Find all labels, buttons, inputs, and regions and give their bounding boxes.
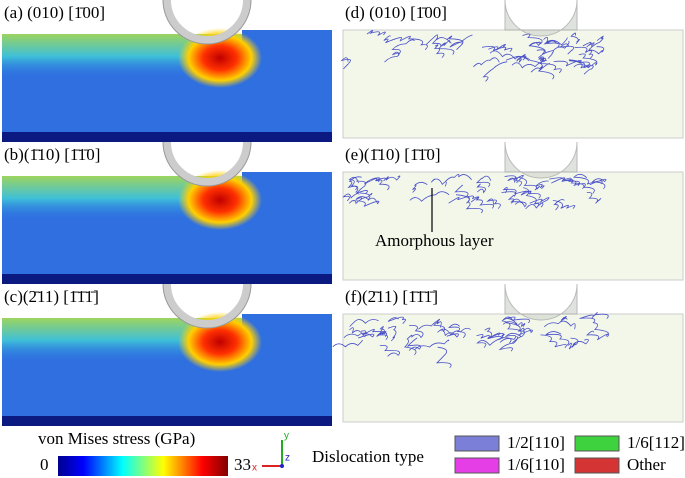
- label-bg: [2, 3, 142, 25]
- axis-y: y: [284, 431, 289, 442]
- indenter: [163, 0, 251, 44]
- legend-title: Dislocation type: [312, 447, 424, 466]
- axis-z: z: [285, 453, 290, 464]
- dislocation-panel: (d) (010) [1̄00]: [340, 0, 684, 139]
- indenter-edge: [162, 141, 252, 187]
- substrate: [342, 171, 684, 281]
- panel-label: (d) (010) [1̄00]: [345, 3, 447, 22]
- indenter: [163, 283, 251, 328]
- legend-swatch: [454, 435, 500, 452]
- dislocation-lines: [342, 173, 607, 214]
- indenter: [504, 0, 578, 37]
- panel-label: (f)(2̄11) [1̄1̄1̄]: [345, 287, 438, 306]
- colorbar-title: von Mises stress (GPa): [38, 429, 195, 448]
- dislocation-lines: [340, 30, 605, 82]
- panel-label: (e)(1̄10) [1̄1̄0]: [345, 145, 441, 164]
- indenter: [504, 283, 578, 321]
- legend-swatch: [574, 457, 620, 474]
- panel-label: (c)(2̄11) [1̄1̄1̄]: [4, 287, 99, 306]
- indenter-edge: [162, 283, 252, 329]
- colorbar-max: 33: [234, 455, 251, 474]
- panel-label: (a) (010) [1̄00]: [4, 3, 105, 22]
- stress-panel: (a) (010) [1̄00]: [2, 0, 332, 142]
- dislocation-panel: (e)(1̄10) [1̄1̄0]: [342, 141, 684, 281]
- label-bg: [343, 3, 483, 25]
- legend-label: Other: [627, 455, 666, 474]
- label-bg: [2, 287, 142, 309]
- legend-label: 1/2[110]: [507, 433, 565, 452]
- legend-swatch: [454, 457, 500, 474]
- dislocation-lines: [332, 312, 610, 368]
- substrate: [342, 313, 684, 423]
- label-bg: [343, 287, 483, 309]
- fixed-layer: [2, 132, 332, 142]
- colorbar: [58, 456, 228, 476]
- axis-triad: y z x: [252, 431, 290, 474]
- substrate: [342, 29, 684, 139]
- fixed-layer: [2, 416, 332, 426]
- label-bg: [2, 145, 142, 167]
- annotation: Amorphous layer: [375, 231, 494, 250]
- indenter: [163, 141, 251, 186]
- legend-label: 1/6[110]: [507, 455, 565, 474]
- stress-panel: (b)(1̄10) [1̄1̄0]: [2, 141, 332, 284]
- fixed-layer: [2, 274, 332, 284]
- legend-swatch: [574, 435, 620, 452]
- indenter: [504, 141, 578, 179]
- axis-x: x: [252, 463, 257, 474]
- panel-label: (b)(1̄10) [1̄1̄0]: [4, 145, 100, 164]
- dislocation-panel: (f)(2̄11) [1̄1̄1̄]: [332, 283, 684, 423]
- legend-label: 1/6[112]: [627, 433, 685, 452]
- stress-panel: (c)(2̄11) [1̄1̄1̄]: [2, 283, 332, 426]
- indenter-edge: [162, 0, 252, 45]
- label-bg: [343, 145, 483, 167]
- colorbar-min: 0: [40, 455, 49, 474]
